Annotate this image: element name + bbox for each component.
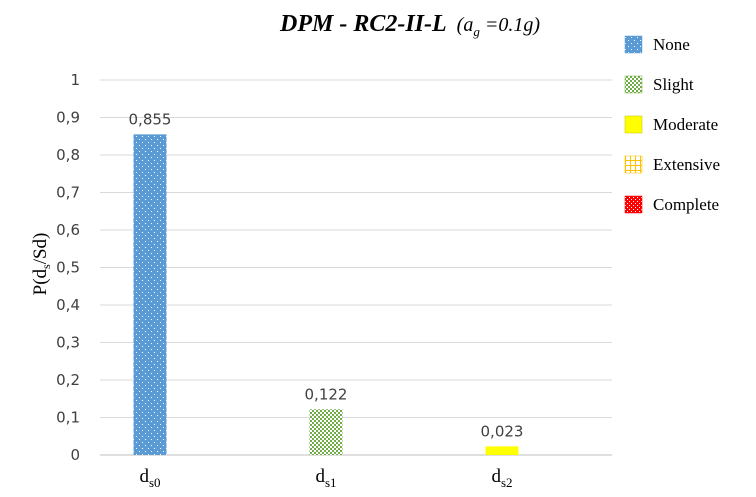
y-tick-label: 1: [70, 71, 80, 89]
y-axis-label: P(ds/Sd): [30, 233, 53, 296]
legend-swatch: [624, 35, 643, 54]
legend-label: Extensive: [653, 155, 720, 174]
x-tick-labels: ds0 ds1 ds2: [139, 466, 512, 490]
legend-label: Slight: [653, 75, 694, 94]
y-tick-label: 0,3: [56, 334, 80, 352]
legend-swatch: [624, 115, 643, 134]
chart-title-param: (a: [457, 14, 474, 36]
data-label: 0,855: [129, 110, 172, 128]
y-tick-label: 0,5: [56, 259, 80, 277]
legend-swatch: [624, 155, 643, 174]
y-tick-label: 0,6: [56, 221, 80, 239]
y-tick-label: 0,9: [56, 109, 80, 127]
chart-title-param-sub: g: [473, 24, 480, 39]
y-tick-label: 0,7: [56, 184, 80, 202]
x-tick-label: ds2: [491, 466, 512, 490]
y-tick-label: 0,1: [56, 409, 80, 427]
x-tick-label: ds1: [315, 466, 336, 490]
y-tick-label: 0,2: [56, 371, 80, 389]
data-labels: 0,855 0,122 0,023: [129, 110, 524, 440]
gridlines: [100, 79, 612, 456]
legend-swatch: [624, 195, 643, 214]
legend: None Slight Moderate Extensive Complete: [624, 35, 720, 214]
data-label: 0,023: [481, 422, 524, 440]
chart-title-main: DPM - RC2-II-L: [279, 11, 447, 37]
bar: [309, 409, 343, 455]
y-tick-label: 0,4: [56, 296, 80, 314]
bar: [485, 446, 519, 455]
bars: [133, 134, 519, 455]
y-tick-labels: 0 0,1 0,2 0,3 0,4 0,5 0,6 0,7 0,8 0,9 1: [56, 71, 80, 464]
x-tick-label: ds0: [139, 466, 160, 490]
y-tick-label: 0,8: [56, 146, 80, 164]
chart-title-param-rest: =0.1g): [480, 14, 540, 36]
bar: [133, 134, 167, 455]
legend-label: Complete: [653, 195, 719, 214]
y-tick-label: 0: [70, 446, 80, 464]
legend-swatch: [624, 75, 643, 94]
chart-title: DPM - RC2-II-L (ag =0.1g): [279, 11, 540, 39]
data-label: 0,122: [305, 385, 348, 403]
legend-label: None: [653, 35, 690, 54]
legend-label: Moderate: [653, 115, 718, 134]
